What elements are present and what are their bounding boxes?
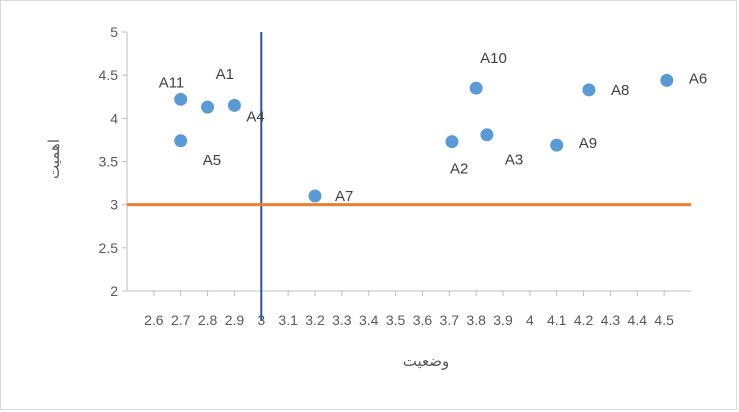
point-label-a6: A6 xyxy=(689,70,707,87)
y-tick-label: 3.5 xyxy=(99,154,119,170)
point-label-a2: A2 xyxy=(450,161,468,178)
point-label-a8: A8 xyxy=(611,82,629,99)
x-axis-label: وضعیت xyxy=(403,353,449,370)
x-tick-label: 4.5 xyxy=(654,312,674,328)
y-tick-label: 2.5 xyxy=(99,240,119,256)
point-label-a1: A1 xyxy=(216,66,234,83)
data-point-a2 xyxy=(445,135,459,149)
x-tick-label: 3.1 xyxy=(278,312,298,328)
x-tick-label: 3.4 xyxy=(359,312,379,328)
x-tick-label: 3.8 xyxy=(466,312,486,328)
x-tick-label: 4 xyxy=(526,312,534,328)
y-axis-label: اهمیت xyxy=(46,139,63,179)
data-point-a10 xyxy=(469,81,483,95)
x-tick-label: 3.5 xyxy=(386,312,406,328)
x-tick-label: 2.7 xyxy=(171,312,191,328)
x-tick-label: 3.9 xyxy=(493,312,513,328)
x-tick-label: 3.3 xyxy=(332,312,352,328)
data-point-a7 xyxy=(308,189,322,203)
data-point-a6 xyxy=(660,73,674,87)
y-tick-label: 2 xyxy=(110,283,118,299)
data-point-a4 xyxy=(227,98,241,112)
x-tick-label: 4.3 xyxy=(601,312,621,328)
point-labels: A11 A1 A4 A5 A7 A2 A10 A3 A9 A8 A6 xyxy=(159,50,707,205)
x-tick-label: 4.1 xyxy=(547,312,567,328)
point-label-a7: A7 xyxy=(335,188,353,205)
data-point-a9 xyxy=(550,138,564,152)
y-tick-labels: 2 2.5 3 3.5 4 4.5 5 xyxy=(99,24,127,299)
reference-lines xyxy=(127,32,691,321)
x-tick-label: 4.4 xyxy=(628,312,648,328)
x-tick-label: 4.2 xyxy=(574,312,594,328)
point-label-a4: A4 xyxy=(246,108,264,125)
x-tick-label: 2.8 xyxy=(198,312,218,328)
x-tick-labels: 2.62.72.82.933.13.23.33.43.53.63.73.83.9… xyxy=(144,291,674,328)
x-tick-label: 3.7 xyxy=(440,312,460,328)
point-label-a11: A11 xyxy=(159,74,185,91)
x-tick-label: 2.9 xyxy=(225,312,245,328)
x-tick-label: 2.6 xyxy=(144,312,164,328)
x-tick-label: 3.6 xyxy=(413,312,433,328)
x-tick-label: 3.2 xyxy=(305,312,325,328)
data-points xyxy=(174,73,674,203)
data-point-a1 xyxy=(201,100,215,114)
point-label-a3: A3 xyxy=(505,152,523,169)
data-point-a8 xyxy=(582,83,596,97)
y-tick-label: 3 xyxy=(110,197,118,213)
point-label-a9: A9 xyxy=(579,135,597,152)
point-label-a10: A10 xyxy=(480,50,507,67)
data-point-a11 xyxy=(174,92,188,106)
y-tick-label: 5 xyxy=(110,24,118,40)
y-tick-label: 4.5 xyxy=(99,67,119,83)
data-point-a5 xyxy=(174,134,188,148)
data-point-a3 xyxy=(480,128,494,142)
y-tick-label: 4 xyxy=(110,110,118,126)
point-label-a5: A5 xyxy=(203,152,221,169)
